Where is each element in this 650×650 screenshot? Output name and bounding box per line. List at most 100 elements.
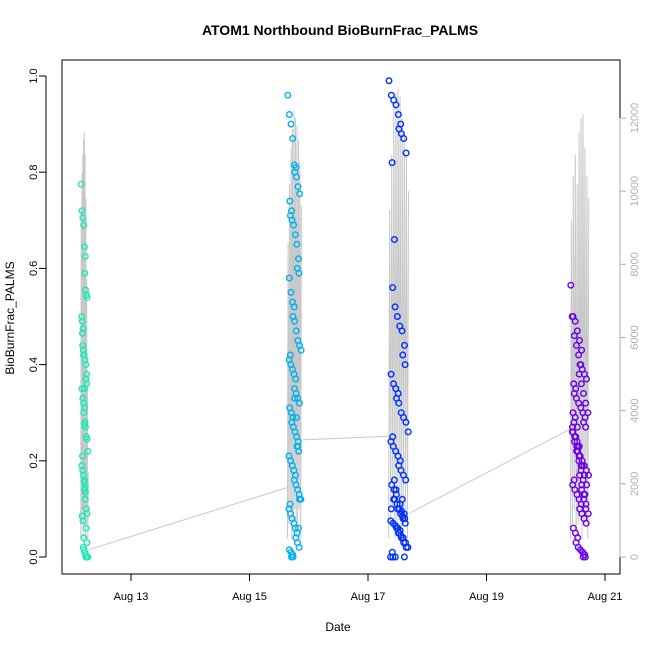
data-point [583,375,591,383]
x-tick-label: Aug 19 [469,591,504,603]
data-point [574,442,582,450]
y-axis-label: BioBurnFrac_PALMS [3,261,17,374]
data-point [80,534,88,542]
data-point [82,505,90,513]
data-point [287,120,295,128]
data-point [582,399,590,407]
altitude-segment [569,114,590,539]
data-point [581,491,589,499]
y-tick-label: 0.8 [28,165,40,180]
data-point [582,423,590,431]
data-point [79,346,87,354]
data-point [580,390,588,398]
data-point [291,231,299,239]
data-point [295,543,303,551]
data-point [80,476,88,484]
x-tick-label: Aug 15 [232,591,267,603]
data-point [79,466,87,474]
altitude-connector [302,435,389,441]
x-axis-label: Date [325,620,351,634]
data-point [391,303,399,311]
data-point [80,243,88,251]
data-point [80,221,88,229]
y2-tick-label: 4000 [629,398,641,422]
data-point [78,313,86,321]
data-point [78,385,86,393]
y2-tick-label: 10000 [629,176,641,207]
y2-tick-label: 12000 [629,103,641,134]
data-point [578,486,586,494]
data-point [286,197,294,205]
y-tick-label: 0.6 [28,261,40,276]
data-point [79,351,87,359]
data-point [287,288,295,296]
data-point [573,423,581,431]
data-point [78,329,86,337]
data-point [294,442,302,450]
data-point [291,317,299,325]
data-point [580,471,588,479]
data-point [393,313,401,321]
data-point [291,394,299,402]
data-point [80,404,88,412]
data-point [79,341,87,349]
y2-tick-label: 8000 [629,252,641,276]
data-point [387,505,395,513]
data-point [387,370,395,378]
data-point [285,274,293,282]
data-point [79,517,87,525]
data-point [583,481,591,489]
data-point [389,284,397,292]
y2-tick-label: 0 [629,554,641,560]
data-point [289,553,297,561]
data-point [80,385,88,393]
data-point [84,553,92,561]
y-axis: 0.0 0.2 0.4 0.6 0.8 1.0 [28,68,47,565]
data-point [576,337,584,345]
data-point [578,462,586,470]
data-point [295,255,303,263]
data-point [401,519,409,527]
data-point [82,361,90,369]
data-point [81,495,89,503]
data-point [576,452,584,460]
data-point [79,325,87,333]
data-point [582,519,590,527]
data-point [83,293,91,301]
chart-title: ATOM1 Northbound BioBurnFrac_PALMS [202,22,478,38]
altitude-connector [88,487,288,551]
data-point [390,235,398,243]
data-point [578,346,586,354]
data-point [292,173,300,181]
data-point [292,414,300,422]
x-tick-label: Aug 17 [351,591,386,603]
data-point [297,346,305,354]
data-point [392,101,400,109]
data-point [289,134,297,142]
data-point [83,539,91,547]
data-point [388,159,396,167]
data-point [83,370,91,378]
data-point [83,435,91,443]
data-point [295,447,303,455]
data-point [389,553,397,561]
data-point [387,553,395,561]
data-point [567,281,575,289]
data-point [402,149,410,157]
data-point [293,240,301,248]
data-point [398,495,406,503]
data-point [394,110,402,118]
data-point [575,351,583,359]
data-point [572,433,580,441]
data-point [78,462,86,470]
data-point [571,414,579,422]
data-point [81,423,89,431]
y2-tick-label: 2000 [629,472,641,496]
altitude-layer [80,88,590,551]
data-point [295,269,303,277]
data-point [81,269,89,277]
data-point [398,327,406,335]
data-point [79,394,87,402]
data-point [81,488,89,496]
x-tick-label: Aug 13 [114,591,149,603]
